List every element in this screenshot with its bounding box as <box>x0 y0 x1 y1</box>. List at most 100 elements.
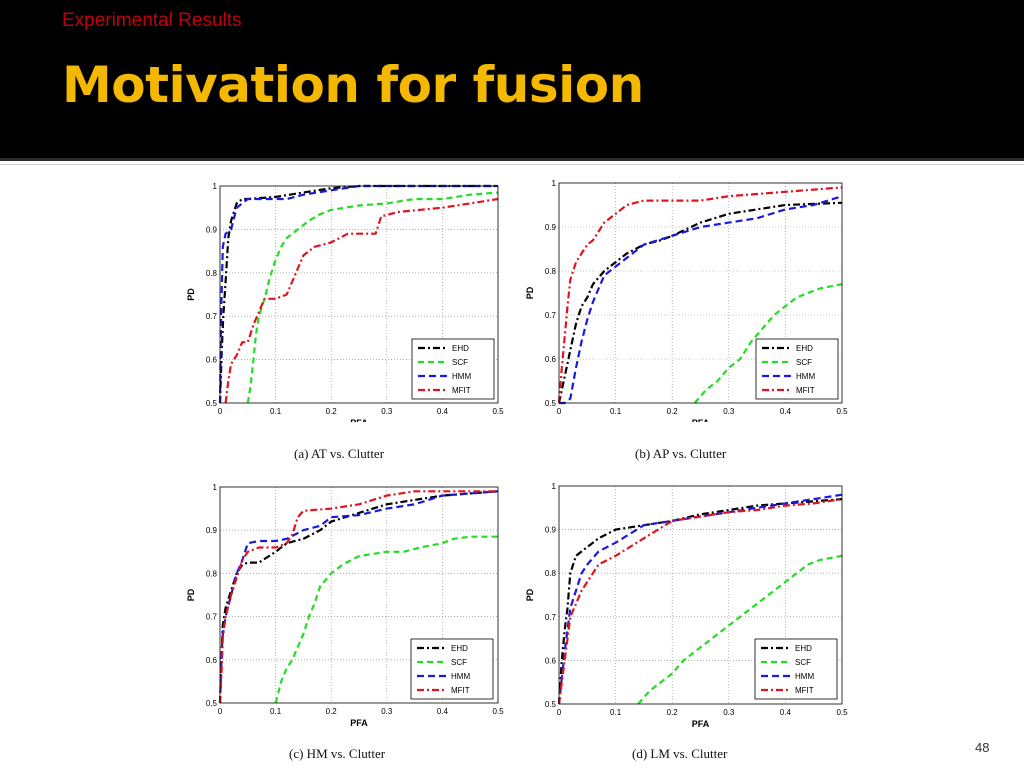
legend-label-hmm: HMM <box>795 672 814 681</box>
legend-label-hmm: HMM <box>796 372 815 381</box>
x-tick-label: 0.5 <box>492 707 504 716</box>
y-axis-label: PD <box>525 588 535 601</box>
x-tick-label: 0.4 <box>780 708 792 717</box>
chart-panel-a: 0 0.1 0.2 0.3 0.4 0.5 0.5 0.6 0.7 0.8 0.9 1 PFA PD EHD… <box>182 176 507 428</box>
legend-label-mfit: MFIT <box>452 386 471 395</box>
y-tick-label: 0.5 <box>545 700 557 709</box>
x-tick-label: 0 <box>218 407 223 416</box>
series-line-ehd <box>218 490 499 704</box>
chart-panel-b: 0 0.1 0.2 0.3 0.4 0.5 0.5 0.6 0.7 0.8 0.9 1 PFA PD EHD… <box>521 176 851 428</box>
plot-frame <box>219 185 499 404</box>
y-tick-label: 0.9 <box>206 526 218 535</box>
series-line-scf <box>246 191 499 404</box>
legend-label-scf: SCF <box>452 358 468 367</box>
roc-chart-b: 0 0.1 0.2 0.3 0.4 0.5 0.5 0.6 0.7 0.8 0.9 1 PFA PD EHD… <box>525 179 848 428</box>
x-tick-label: 0.1 <box>610 407 622 416</box>
page-number: 48 <box>975 740 990 755</box>
series-line-ehd <box>557 201 843 404</box>
legend-box <box>755 338 839 400</box>
roc-chart-a: 0 0.1 0.2 0.3 0.4 0.5 0.5 0.6 0.7 0.8 0.9 1 PFA PD EHD… <box>186 182 504 428</box>
slide-title: Motivation for fusion <box>62 56 644 114</box>
y-tick-label: 0.5 <box>545 399 557 408</box>
header-divider-thin <box>0 164 1024 165</box>
x-tick-label: 0.3 <box>381 707 393 716</box>
series-line-scf <box>637 554 843 705</box>
roc-chart-d: 0 0.1 0.2 0.3 0.4 0.5 0.5 0.6 0.7 0.8 0.9 1 PFA PD EHD… <box>525 482 848 729</box>
y-tick-label: 0.6 <box>545 355 557 364</box>
series-line-mfit <box>557 186 843 404</box>
plot-frame <box>558 485 843 705</box>
x-tick-label: 0.5 <box>836 708 848 717</box>
chart-panel-c: 0 0.1 0.2 0.3 0.4 0.5 0.5 0.6 0.7 0.8 0.9 1 PFA PD EHD… <box>182 478 507 739</box>
y-tick-label: 1 <box>213 483 218 492</box>
legend-label-scf: SCF <box>451 658 467 667</box>
x-tick-label: 0.4 <box>780 407 792 416</box>
x-tick-label: 0.2 <box>667 708 679 717</box>
x-tick-label: 0.5 <box>836 407 848 416</box>
header-divider <box>0 158 1024 161</box>
y-tick-label: 0.8 <box>545 267 557 276</box>
y-tick-label: 0.7 <box>206 312 218 321</box>
x-tick-label: 0.2 <box>326 707 338 716</box>
plot-frame <box>558 182 843 404</box>
series-line-hmm <box>557 493 843 705</box>
series-line-scf <box>274 535 498 704</box>
chart-panel-d: 0 0.1 0.2 0.3 0.4 0.5 0.5 0.6 0.7 0.8 0.9 1 PFA PD EHD… <box>521 478 851 739</box>
x-axis-label: PFA <box>350 418 368 422</box>
x-tick-label: 0.3 <box>723 708 735 717</box>
y-tick-label: 0.5 <box>206 699 218 708</box>
y-tick-label: 0.6 <box>206 356 218 365</box>
series-line-mfit <box>218 490 498 704</box>
x-tick-label: 0.1 <box>270 407 282 416</box>
y-tick-label: 0.5 <box>206 399 218 408</box>
slide-header: Experimental Results Motivation for fusi… <box>0 0 1024 158</box>
x-tick-label: 0.2 <box>326 407 338 416</box>
x-tick-label: 0 <box>557 708 562 717</box>
y-tick-label: 0.6 <box>206 656 218 665</box>
legend: EHD SCF HMM MFIT <box>410 638 494 700</box>
chart-caption-a: (a) AT vs. Clutter <box>294 446 385 461</box>
legend-label-ehd: EHD <box>452 344 469 353</box>
y-tick-label: 0.7 <box>206 613 218 622</box>
y-tick-label: 0.9 <box>545 526 557 535</box>
chart-caption-d: (d) LM vs. Clutter <box>632 746 728 761</box>
y-tick-label: 1 <box>552 482 557 491</box>
y-axis-label: PD <box>186 588 196 601</box>
series-line-hmm <box>559 195 843 405</box>
x-tick-label: 0.4 <box>437 407 449 416</box>
legend-box <box>754 638 838 700</box>
x-axis-label: PFA <box>350 718 368 728</box>
y-tick-label: 0.8 <box>206 269 218 278</box>
chart-caption-b: (b) AP vs. Clutter <box>635 446 727 461</box>
legend-label-mfit: MFIT <box>795 686 814 695</box>
section-label: Experimental Results <box>62 10 242 31</box>
y-tick-label: 1 <box>552 179 557 188</box>
series-line-mfit <box>224 197 499 404</box>
x-axis-label: PFA <box>692 719 710 729</box>
x-tick-label: 0.5 <box>492 407 504 416</box>
series-line-ehd <box>218 184 498 404</box>
series-line-hmm <box>218 184 498 404</box>
y-axis-label: PD <box>525 286 535 299</box>
legend: EHD SCF HMM MFIT <box>754 638 838 700</box>
y-tick-label: 0.6 <box>545 656 557 665</box>
legend-label-scf: SCF <box>795 658 811 667</box>
legend-label-mfit: MFIT <box>451 686 470 695</box>
legend-label-hmm: HMM <box>451 672 470 681</box>
x-tick-label: 0.4 <box>437 707 449 716</box>
y-tick-label: 0.8 <box>545 569 557 578</box>
legend-label-ehd: EHD <box>796 344 813 353</box>
y-tick-label: 0.7 <box>545 311 557 320</box>
legend-label-ehd: EHD <box>451 644 468 653</box>
y-tick-label: 0.9 <box>545 223 557 232</box>
series-line-mfit <box>557 498 843 705</box>
legend-label-mfit: MFIT <box>796 386 815 395</box>
chart-caption-c: (c) HM vs. Clutter <box>289 746 386 761</box>
legend-label-ehd: EHD <box>795 644 812 653</box>
y-tick-label: 0.7 <box>545 613 557 622</box>
x-tick-label: 0.3 <box>381 407 393 416</box>
x-tick-label: 0.1 <box>610 708 622 717</box>
x-tick-label: 0.1 <box>270 707 282 716</box>
legend: EHD SCF HMM MFIT <box>411 338 495 400</box>
roc-chart-c: 0 0.1 0.2 0.3 0.4 0.5 0.5 0.6 0.7 0.8 0.9 1 PFA PD EHD… <box>186 483 504 728</box>
